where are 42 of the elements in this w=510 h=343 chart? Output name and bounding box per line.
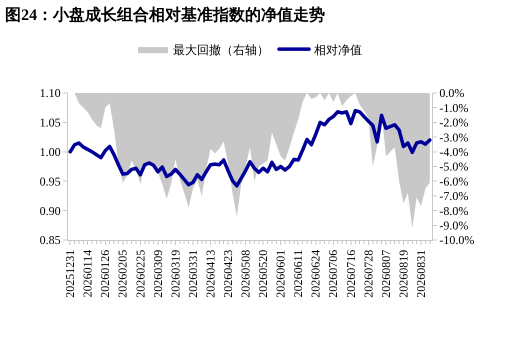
x-tick-label: 20260225 bbox=[133, 250, 148, 298]
y-tick-label: 0.90 bbox=[40, 204, 61, 218]
x-tick-label: 20260205 bbox=[116, 250, 130, 298]
x-tick-label: 20260819 bbox=[396, 250, 410, 298]
y2-tick-label: -5.0% bbox=[439, 160, 468, 174]
y2-tick-label: -10.0% bbox=[439, 233, 474, 248]
line-series bbox=[68, 108, 432, 188]
x-tick-label: 20260126 bbox=[98, 250, 112, 298]
x-tick-label: 20260716 bbox=[344, 250, 358, 298]
y2-tick-label: -6.0% bbox=[439, 174, 468, 188]
x-tick-label: 20260807 bbox=[378, 250, 393, 298]
x-tick-label: 20260413 bbox=[203, 250, 218, 298]
x-tick-label: 20260319 bbox=[168, 250, 182, 298]
legend-label: 相对净值 bbox=[314, 42, 362, 57]
x-tick-label: 20260508 bbox=[238, 250, 253, 298]
x-tick-label: 20251231 bbox=[63, 250, 78, 298]
x-tick-label: 20260611 bbox=[291, 250, 306, 298]
y-tick-label: 0.85 bbox=[40, 233, 61, 248]
y2-tick-label: -7.0% bbox=[439, 189, 468, 204]
x-tick-label: 20260601 bbox=[274, 250, 288, 298]
x-tick-label: 20260624 bbox=[308, 250, 323, 298]
y2-tick-label: -4.0% bbox=[439, 145, 468, 159]
y2-tick-label: -1.0% bbox=[439, 100, 468, 115]
y2-tick-label: 0.0% bbox=[439, 86, 464, 100]
x-tick-label: 20260728 bbox=[361, 250, 376, 298]
x-tick-label: 20260831 bbox=[414, 250, 428, 298]
x-tick-label: 20260423 bbox=[220, 250, 235, 298]
x-tick-label: 20260706 bbox=[326, 250, 340, 298]
y-tick-label: 0.95 bbox=[40, 174, 61, 188]
x-tick-label: 20260331 bbox=[186, 250, 200, 298]
y2-tick-label: -2.0% bbox=[439, 116, 468, 130]
y-tick-label: 1.00 bbox=[40, 145, 61, 159]
y2-tick-label: -3.0% bbox=[439, 130, 468, 144]
y-tick-label: 1.05 bbox=[40, 116, 61, 130]
x-tick-label: 20260114 bbox=[80, 250, 95, 298]
y-tick-label: 1.10 bbox=[40, 86, 61, 100]
y2-tick-label: -8.0% bbox=[439, 204, 468, 218]
y2-tick-label: -9.0% bbox=[439, 218, 468, 232]
x-tick-label: 20260520 bbox=[256, 250, 270, 298]
chart-title: 图24：小盘成长组合相对基准指数的净值走势 bbox=[5, 6, 326, 24]
legend-label: 最大回撤（右轴） bbox=[173, 42, 269, 57]
x-tick-label: 20260309 bbox=[150, 250, 165, 298]
